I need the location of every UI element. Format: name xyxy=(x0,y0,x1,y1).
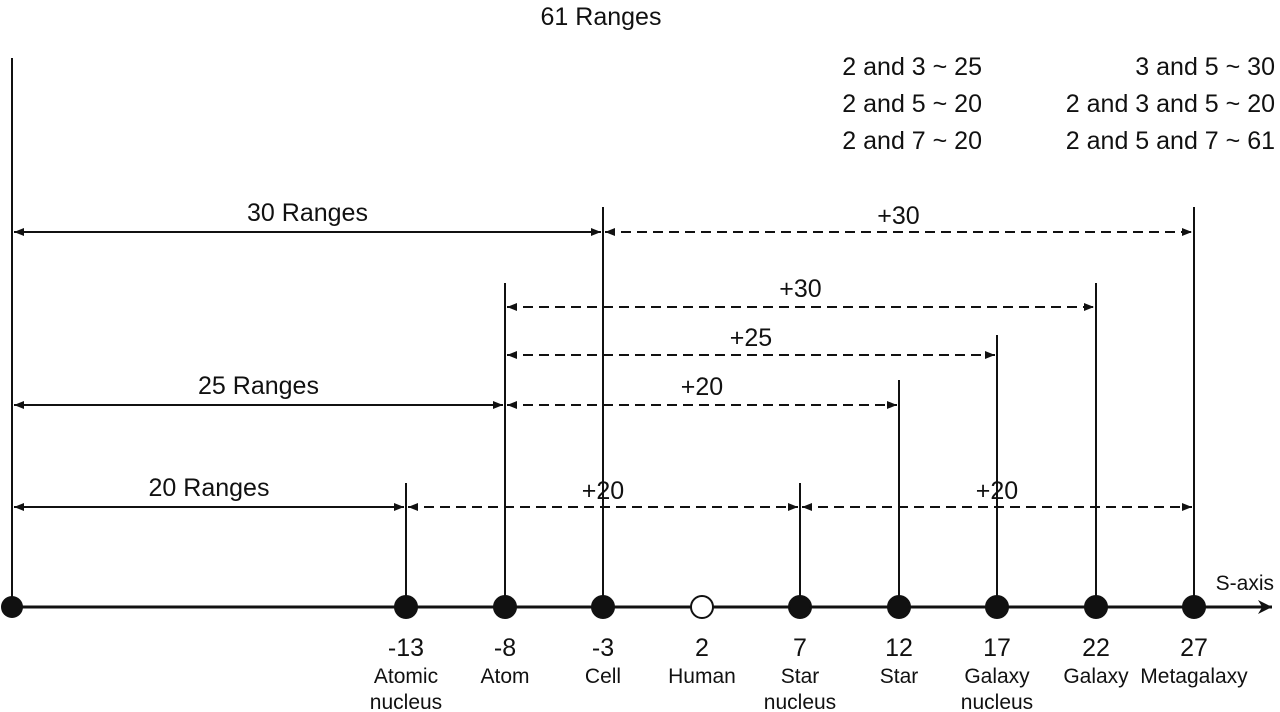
point-value: 27 xyxy=(1180,634,1208,662)
point xyxy=(1,596,23,618)
span-label: 30 Ranges xyxy=(247,199,368,227)
point-name: Metagalaxy xyxy=(1140,665,1248,688)
point xyxy=(690,595,714,619)
combination: 2 and 7 ~ 20 xyxy=(842,127,982,155)
point-value: -13 xyxy=(388,634,424,662)
point xyxy=(1084,595,1108,619)
point-name: Atom xyxy=(480,665,529,688)
combination: 2 and 5 and 7 ~ 61 xyxy=(1066,127,1275,155)
point-name: Human xyxy=(668,665,736,688)
point-name: nucleus xyxy=(961,691,1033,712)
point-value: 22 xyxy=(1082,634,1110,662)
span-label: 25 Ranges xyxy=(198,372,319,400)
span-label: +30 xyxy=(877,202,919,230)
combination: 2 and 3 and 5 ~ 20 xyxy=(1066,90,1275,118)
point-name: Galaxy xyxy=(964,665,1030,688)
point-name: Galaxy xyxy=(1063,665,1129,688)
combination: 2 and 5 ~ 20 xyxy=(842,90,982,118)
point xyxy=(394,595,418,619)
point xyxy=(1182,595,1206,619)
point xyxy=(985,595,1009,619)
span-label: +20 xyxy=(976,477,1018,505)
title: 61 Ranges xyxy=(541,3,662,31)
point xyxy=(788,595,812,619)
point-value: -3 xyxy=(592,634,614,662)
point-name: Star xyxy=(781,665,820,688)
point-name: nucleus xyxy=(764,691,836,712)
point-value: 17 xyxy=(983,634,1011,662)
axis-label: S-axis xyxy=(1216,572,1274,595)
span-label: 20 Ranges xyxy=(149,474,270,502)
point-name: Atomic xyxy=(374,665,438,688)
point xyxy=(493,595,517,619)
span-label: +25 xyxy=(730,324,772,352)
point-value: 2 xyxy=(695,634,709,662)
point-name: Star xyxy=(880,665,919,688)
span-label: +20 xyxy=(681,373,723,401)
point-value: 7 xyxy=(793,634,807,662)
point-value: -8 xyxy=(494,634,516,662)
point-value: 12 xyxy=(885,634,913,662)
combination: 3 and 5 ~ 30 xyxy=(1135,53,1275,81)
point xyxy=(887,595,911,619)
combination: 2 and 3 ~ 25 xyxy=(842,53,982,81)
span-label: +20 xyxy=(582,477,624,505)
point-name: Cell xyxy=(585,665,621,688)
span-label: +30 xyxy=(779,275,821,303)
point xyxy=(591,595,615,619)
point-name: nucleus xyxy=(370,691,442,712)
